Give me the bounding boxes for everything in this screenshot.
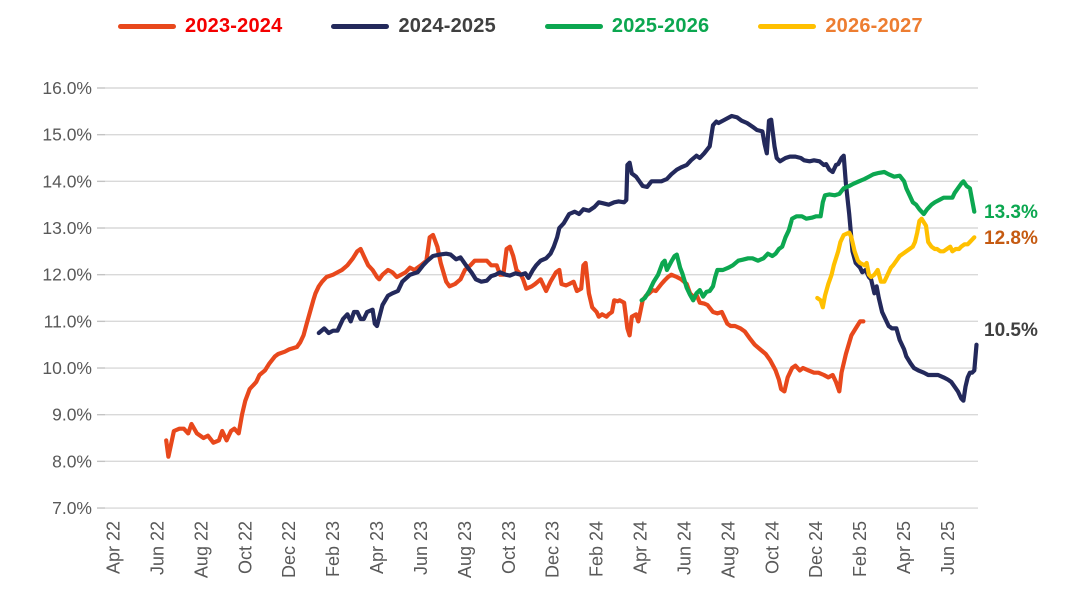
legend-line-swatch	[331, 24, 390, 29]
legend-item-2023-2024: 2023-2024	[118, 15, 282, 38]
legend-label: 2026-2027	[825, 15, 923, 37]
legend-label: 2025-2026	[611, 15, 710, 37]
y-tick-label: 16.0%	[42, 78, 92, 98]
legend-label: 2024-2025	[398, 15, 496, 37]
y-tick-label: 9.0%	[52, 405, 92, 425]
legend-item-2025-2026: 2025-2026	[544, 15, 710, 38]
y-tick-label: 8.0%	[52, 451, 92, 471]
x-tick-label: Aug 23	[455, 521, 475, 578]
x-tick-label: Apr 23	[367, 521, 387, 574]
x-tick-label: Dec 24	[806, 521, 826, 578]
y-tick-label: 10.0%	[42, 358, 92, 378]
x-tick-label: Apr 22	[104, 521, 124, 574]
y-tick-label: 13.0%	[42, 218, 92, 238]
series-line-2025-2026	[639, 169, 977, 303]
x-tick-label: Apr 25	[894, 521, 914, 574]
legend-line-swatch	[118, 24, 176, 29]
x-tick-label: Oct 22	[235, 521, 255, 574]
y-tick-label: 15.0%	[42, 125, 92, 145]
legend-item-2026-2027: 2026-2027	[758, 15, 923, 38]
y-tick-label: 7.0%	[52, 498, 92, 518]
end-value-label: 10.5%	[984, 320, 1038, 341]
x-tick-label: Dec 23	[543, 521, 563, 578]
x-tick-label: Apr 24	[631, 521, 651, 574]
series-line-2026-2027	[815, 216, 977, 310]
x-tick-label: Feb 25	[850, 521, 870, 577]
y-tick-label: 11.0%	[44, 311, 92, 331]
end-value-label: 13.3%	[984, 202, 1038, 223]
x-tick-label: Oct 23	[499, 521, 519, 574]
x-tick-label: Oct 24	[762, 521, 782, 574]
x-tick-label: Jun 25	[938, 521, 958, 575]
legend-label: 2023-2024	[185, 15, 283, 37]
series-line-2024-2025	[316, 113, 979, 403]
x-tick-label: Feb 23	[323, 521, 343, 577]
x-tick-label: Dec 22	[279, 521, 299, 578]
y-tick-label: 14.0%	[42, 171, 92, 191]
x-tick-label: Aug 22	[191, 521, 211, 578]
x-tick-label: Jun 23	[411, 521, 431, 575]
legend-line-swatch	[544, 24, 603, 29]
legend-item-2024-2025: 2024-2025	[331, 15, 496, 38]
legend-line-swatch	[758, 24, 817, 29]
chart-legend: 2023-2024 2024-2025 2025-2026 2026-2027	[118, 15, 923, 38]
x-tick-label: Feb 24	[587, 521, 607, 577]
end-value-label: 12.8%	[984, 228, 1038, 249]
y-tick-label: 12.0%	[42, 265, 92, 285]
x-tick-label: Jun 24	[674, 521, 694, 575]
x-tick-label: Aug 24	[718, 521, 738, 578]
x-tick-label: Jun 22	[147, 521, 167, 575]
series-line-2023-2024	[164, 232, 866, 459]
